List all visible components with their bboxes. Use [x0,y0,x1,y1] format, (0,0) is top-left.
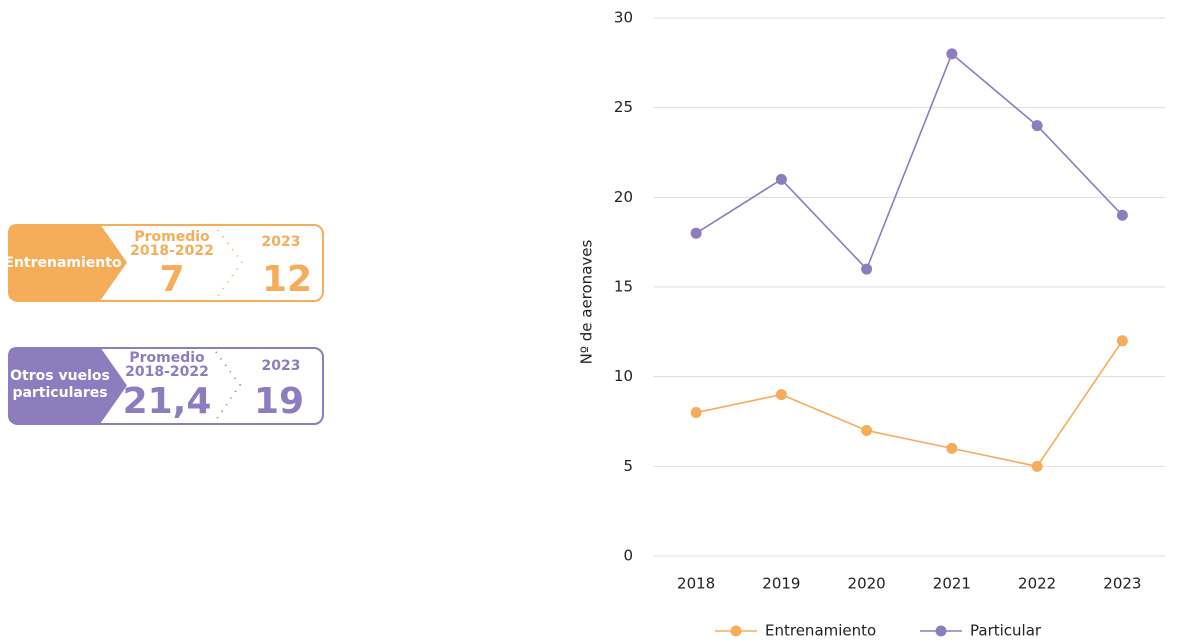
year: 2023 [262,234,301,250]
x-tick-label: 2020 [848,575,886,593]
y-tick-label: 20 [614,188,633,206]
card-label: Otros vuelos [10,368,110,384]
legend-label: Particular [970,622,1042,640]
y-tick-label: 25 [614,98,633,116]
legend-marker [935,625,947,637]
x-tick-label: 2021 [933,575,971,593]
y-tick-label: 0 [623,547,633,565]
x-tick-label: 2019 [762,575,800,593]
year-value: 19 [254,381,304,422]
x-tick-label: 2023 [1103,575,1141,593]
x-tick-label: 2022 [1018,575,1056,593]
card: Otros vuelos particulares Promedio 2018-… [8,347,324,425]
series-line [695,340,1124,468]
card-tab [8,347,127,424]
data-point [861,263,873,275]
y-axis-label: Nº de aeronaves [578,240,596,365]
legend-label: Entrenamiento [765,622,876,640]
data-point [690,227,702,239]
data-point [861,424,873,436]
card-label: particulares [12,385,107,401]
y-tick-label: 5 [623,457,633,475]
y-tick-label: 10 [614,367,633,385]
data-point [1031,460,1043,472]
y-tick-label: 30 [614,9,633,27]
data-point [1116,209,1128,221]
separator [215,351,242,421]
x-tick-label: 2018 [677,575,715,593]
card: Entrenamiento Promedio 2018-2022 7 2023 … [4,224,324,302]
data-point [946,442,958,454]
data-point [690,407,702,419]
avg-label: Promedio [129,350,205,366]
avg-value: 21,4 [123,381,212,422]
avg-period: 2018-2022 [125,364,209,380]
data-point [775,173,787,185]
legend-marker [730,625,742,637]
card-label: Entrenamiento [4,255,122,271]
year: 2023 [262,358,301,374]
separator [217,229,244,297]
avg-label: Promedio [134,229,210,245]
series-line [695,52,1123,271]
data-point [775,389,787,401]
avg-value: 7 [159,259,184,300]
data-point [946,48,958,60]
year-value: 12 [262,259,312,300]
y-tick-label: 15 [614,278,633,296]
data-point [1031,120,1043,132]
data-point [1116,335,1128,347]
card-tab [8,224,127,301]
avg-period: 2018-2022 [130,243,214,259]
